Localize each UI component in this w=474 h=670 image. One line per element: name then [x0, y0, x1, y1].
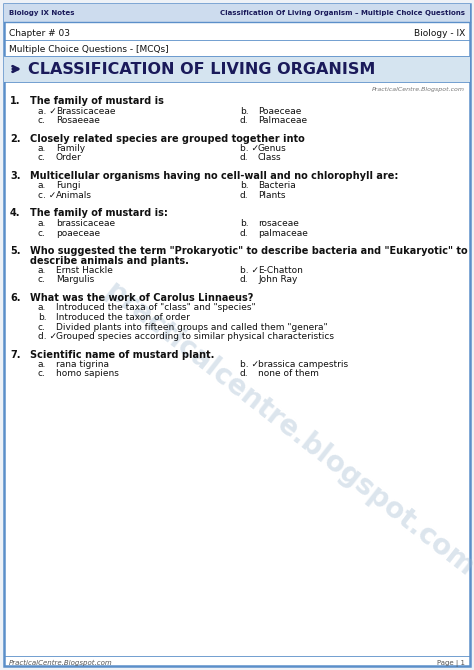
- Text: The family of mustard is:: The family of mustard is:: [30, 208, 168, 218]
- Text: a.: a.: [38, 144, 46, 153]
- Text: 4.: 4.: [10, 208, 20, 218]
- Text: a.: a.: [38, 219, 46, 228]
- Text: poaeceae: poaeceae: [56, 228, 100, 237]
- Text: c.: c.: [38, 275, 46, 285]
- Text: palmaceae: palmaceae: [258, 228, 308, 237]
- Text: Class: Class: [258, 153, 282, 163]
- Text: Poaeceae: Poaeceae: [258, 107, 301, 115]
- Text: Closely related species are grouped together into: Closely related species are grouped toge…: [30, 133, 305, 143]
- Text: Divided plants into fifteen groups and called them "genera": Divided plants into fifteen groups and c…: [56, 322, 328, 332]
- Text: describe animals and plants.: describe animals and plants.: [30, 255, 189, 265]
- Text: Introduced the taxa of "class" and "species": Introduced the taxa of "class" and "spec…: [56, 304, 255, 312]
- Text: d.: d.: [240, 191, 249, 200]
- Text: d.: d.: [240, 228, 249, 237]
- Text: Biology IX Notes: Biology IX Notes: [9, 10, 74, 16]
- Text: c.: c.: [38, 322, 46, 332]
- Text: b.: b.: [240, 107, 249, 115]
- Text: 3.: 3.: [10, 171, 20, 181]
- Text: Palmaceae: Palmaceae: [258, 116, 307, 125]
- FancyBboxPatch shape: [4, 4, 470, 666]
- Text: Classification Of Living Organism – Multiple Choice Questions: Classification Of Living Organism – Mult…: [220, 10, 465, 16]
- Text: Order: Order: [56, 153, 82, 163]
- Text: c.: c.: [38, 153, 46, 163]
- Text: brassicaceae: brassicaceae: [56, 219, 115, 228]
- FancyBboxPatch shape: [4, 56, 470, 82]
- Text: a.: a.: [38, 304, 46, 312]
- Text: Introduced the taxon of order: Introduced the taxon of order: [56, 313, 190, 322]
- Text: a. ✓: a. ✓: [38, 107, 57, 115]
- Text: homo sapiens: homo sapiens: [56, 369, 119, 379]
- Text: rosaceae: rosaceae: [258, 219, 299, 228]
- Text: 6.: 6.: [10, 293, 20, 303]
- Text: b. ✓: b. ✓: [240, 360, 259, 369]
- Text: Brassicaceae: Brassicaceae: [56, 107, 116, 115]
- Text: b.: b.: [38, 313, 46, 322]
- Text: none of them: none of them: [258, 369, 319, 379]
- Text: rana tigrina: rana tigrina: [56, 360, 109, 369]
- Text: d. ✓: d. ✓: [38, 332, 57, 341]
- Text: Family: Family: [56, 144, 85, 153]
- Text: Page | 1: Page | 1: [437, 660, 465, 667]
- Text: Biology - IX: Biology - IX: [414, 29, 465, 38]
- Text: CLASSIFICATION OF LIVING ORGANISM: CLASSIFICATION OF LIVING ORGANISM: [28, 62, 375, 76]
- Text: Multiple Choice Questions - [MCQs]: Multiple Choice Questions - [MCQs]: [9, 44, 169, 54]
- Text: The family of mustard is: The family of mustard is: [30, 96, 164, 106]
- Text: b. ✓: b. ✓: [240, 266, 259, 275]
- Text: Multicellular organisms having no cell-wall and no chlorophyll are:: Multicellular organisms having no cell-w…: [30, 171, 398, 181]
- Text: PracticalCentre.Blogspot.com: PracticalCentre.Blogspot.com: [9, 660, 113, 666]
- Text: brassica campestris: brassica campestris: [258, 360, 348, 369]
- Text: Chapter # 03: Chapter # 03: [9, 29, 70, 38]
- Text: b. ✓: b. ✓: [240, 144, 259, 153]
- Text: PracticalCentre.Blogspot.com: PracticalCentre.Blogspot.com: [372, 87, 465, 92]
- Text: Scientific name of mustard plant.: Scientific name of mustard plant.: [30, 350, 214, 360]
- Text: Genus: Genus: [258, 144, 287, 153]
- Text: Rosaeeae: Rosaeeae: [56, 116, 100, 125]
- Text: Bacteria: Bacteria: [258, 182, 296, 190]
- Text: d.: d.: [240, 116, 249, 125]
- Text: b.: b.: [240, 219, 249, 228]
- Text: Grouped species according to similar physical characteristics: Grouped species according to similar phy…: [56, 332, 334, 341]
- Text: Animals: Animals: [56, 191, 92, 200]
- Text: a.: a.: [38, 360, 46, 369]
- Text: 2.: 2.: [10, 133, 20, 143]
- Text: Ernst Hackle: Ernst Hackle: [56, 266, 113, 275]
- Text: b.: b.: [240, 182, 249, 190]
- Text: 7.: 7.: [10, 350, 20, 360]
- Text: John Ray: John Ray: [258, 275, 297, 285]
- Text: c.: c.: [38, 228, 46, 237]
- Text: What was the work of Carolus Linnaeus?: What was the work of Carolus Linnaeus?: [30, 293, 254, 303]
- Text: Fungi: Fungi: [56, 182, 81, 190]
- Text: practicalcentre.blogspot.com: practicalcentre.blogspot.com: [100, 277, 474, 583]
- Text: c. ✓: c. ✓: [38, 191, 56, 200]
- Text: Margulis: Margulis: [56, 275, 94, 285]
- Text: a.: a.: [38, 266, 46, 275]
- Text: c.: c.: [38, 369, 46, 379]
- Text: Plants: Plants: [258, 191, 285, 200]
- Text: c.: c.: [38, 116, 46, 125]
- Text: 1.: 1.: [10, 96, 20, 106]
- Text: d.: d.: [240, 369, 249, 379]
- Text: d.: d.: [240, 153, 249, 163]
- Text: a.: a.: [38, 182, 46, 190]
- FancyBboxPatch shape: [4, 4, 470, 22]
- Text: Who suggested the term "Prokaryotic" to describe bacteria and "Eukaryotic" to: Who suggested the term "Prokaryotic" to …: [30, 246, 468, 256]
- Text: d.: d.: [240, 275, 249, 285]
- Text: E-Chatton: E-Chatton: [258, 266, 303, 275]
- Text: 5.: 5.: [10, 246, 20, 256]
